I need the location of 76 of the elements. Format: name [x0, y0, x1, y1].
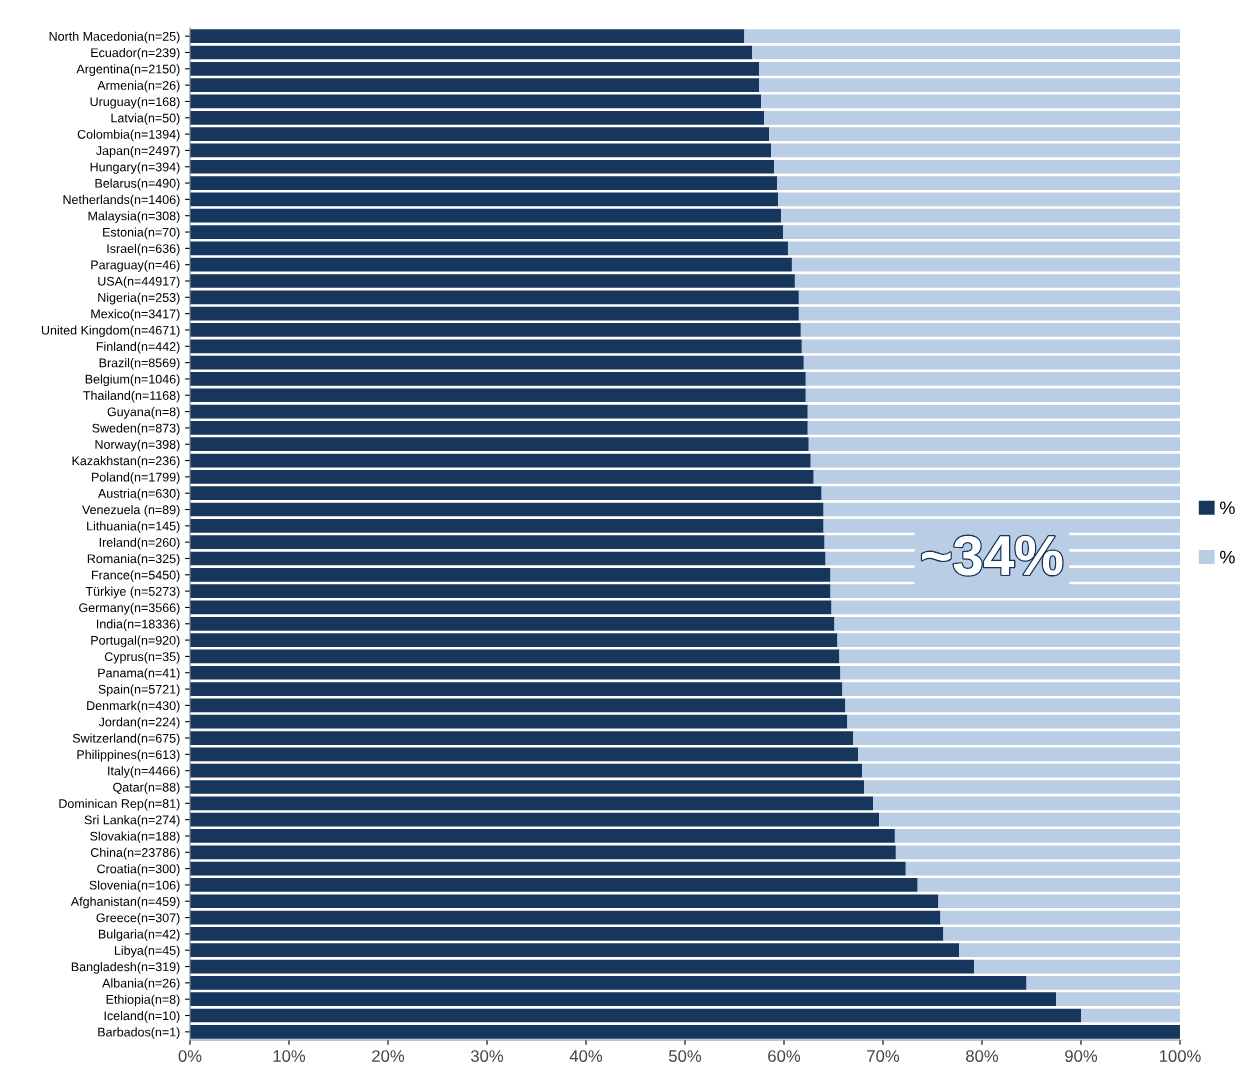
y-tick-label: Bulgaria(n=42)	[98, 929, 180, 942]
y-tick-label: Iceland(n=10)	[104, 1010, 180, 1023]
y-tick-label: India(n=18336)	[97, 619, 180, 631]
y-tick-label: Finland(n=442)	[96, 341, 180, 354]
y-tick-label: Panama(n=41)	[98, 668, 180, 680]
y-tick-label: Ethiopia(n=8)	[106, 994, 180, 1007]
y-tick-label: Nigeria(n=253)	[98, 292, 180, 305]
y-tick-label: Poland(n=1799)	[92, 472, 180, 484]
y-tick-label: Ecuador(n=239)	[91, 47, 180, 60]
legend-label: %	[1220, 550, 1235, 564]
y-tick-label: Slovakia(n=188)	[90, 831, 180, 844]
y-tick-label: France(n=5450)	[92, 570, 180, 582]
x-tick-label: 50%	[668, 1050, 702, 1062]
y-tick-label: Libya(n=45)	[114, 945, 180, 958]
y-tick-label: Slovenia(n=106)	[89, 880, 180, 893]
y-tick-label: Netherlands(n=1406)	[63, 194, 180, 207]
y-tick-label: Lithuania(n=145)	[87, 521, 180, 533]
y-tick-label: Cyprus(n=35)	[104, 651, 180, 664]
x-tick-label: 40%	[569, 1050, 603, 1062]
y-tick-label: Türkiye (n=5273)	[85, 586, 180, 599]
y-tick-label: China(n=23786)	[90, 847, 180, 860]
y-tick-label: Thailand(n=1168)	[83, 390, 180, 403]
y-tick-label: Spain(n=5721)	[98, 684, 180, 697]
y-tick-label: Romania(n=325)	[87, 553, 180, 566]
annotation: ~34%	[922, 535, 1063, 576]
y-tick-label: Malaysia(n=308)	[88, 211, 180, 223]
y-tick-label: United Kingdom(n=4671)	[41, 325, 180, 338]
y-tick-label: Brazil(n=8569)	[99, 358, 180, 370]
y-tick-label: Venezuela (n=89)	[82, 504, 180, 517]
x-tick-label: 10%	[273, 1050, 306, 1062]
y-tick-label: Afghanistan(n=459)	[70, 896, 180, 909]
y-tick-label: Estonia(n=70)	[103, 227, 180, 240]
y-tick-label: Kazakhstan(n=236)	[72, 456, 180, 468]
x-tick-label: 90%	[1065, 1050, 1098, 1062]
y-tick-label: Austria(n=630)	[97, 488, 180, 501]
y-tick-label: Italy(n=4466)	[108, 766, 180, 778]
y-tick-label: Germany(n=3566)	[79, 602, 180, 615]
y-tick-label: Sri Lanka(n=274)	[84, 815, 180, 827]
y-tick-label: Uruguay(n=168)	[90, 96, 180, 109]
y-tick-label: Japan(n=2497)	[96, 145, 180, 158]
y-tick-label: Guyana(n=8)	[107, 407, 180, 419]
x-tick-label: 20%	[372, 1050, 405, 1062]
x-tick-label: 70%	[867, 1050, 900, 1062]
y-tick-label: Colombia(n=1394)	[77, 129, 180, 142]
y-tick-label: Qatar(n=88)	[113, 782, 180, 795]
y-tick-label: Armenia(n=26)	[97, 80, 180, 93]
y-tick-label: Bangladesh(n=319)	[71, 962, 180, 974]
x-tick-label: 80%	[966, 1050, 999, 1062]
y-tick-label: Switzerland(n=675)	[72, 733, 180, 746]
y-tick-label: Albania(n=26)	[102, 978, 180, 990]
x-tick-label: 60%	[768, 1050, 801, 1062]
y-tick-label: Argentina(n=2150)	[76, 64, 180, 76]
y-tick-label: Greece(n=307)	[96, 913, 180, 925]
y-tick-label: Jordan(n=224)	[98, 717, 180, 729]
y-tick-label: Belarus(n=490)	[95, 178, 180, 191]
y-tick-label: USA(n=44917)	[98, 276, 180, 289]
y-tick-label: Belgium(n=1046)	[85, 374, 180, 387]
y-tick-label: Portugal(n=920)	[91, 635, 180, 648]
legend-label: %	[1220, 501, 1235, 515]
x-tick-label: 0%	[178, 1050, 202, 1062]
y-tick-label: Barbados(n=1)	[98, 1027, 180, 1039]
y-tick-label: Ireland(n=260)	[99, 537, 180, 550]
y-tick-label: Denmark(n=430)	[87, 700, 180, 713]
y-tick-label: North Macedonia(n=25)	[49, 31, 180, 44]
y-tick-label: Mexico(n=3417)	[91, 309, 180, 321]
y-tick-label: Hungary(n=394)	[90, 162, 180, 174]
y-tick-label: Latvia(n=50)	[111, 113, 180, 125]
y-tick-label: Sweden(n=873)	[92, 423, 180, 436]
y-tick-label: Norway(n=398)	[95, 439, 180, 452]
x-tick-label: 100%	[1159, 1050, 1201, 1062]
x-tick-label: 30%	[470, 1050, 504, 1062]
y-tick-label: Dominican Rep(n=81)	[59, 798, 180, 811]
y-tick-label: Paraguay(n=46)	[91, 260, 180, 272]
y-tick-label: Israel(n=636)	[107, 243, 180, 256]
y-tick-label: Philippines(n=613)	[77, 749, 180, 762]
y-tick-label: Croatia(n=300)	[97, 864, 180, 876]
